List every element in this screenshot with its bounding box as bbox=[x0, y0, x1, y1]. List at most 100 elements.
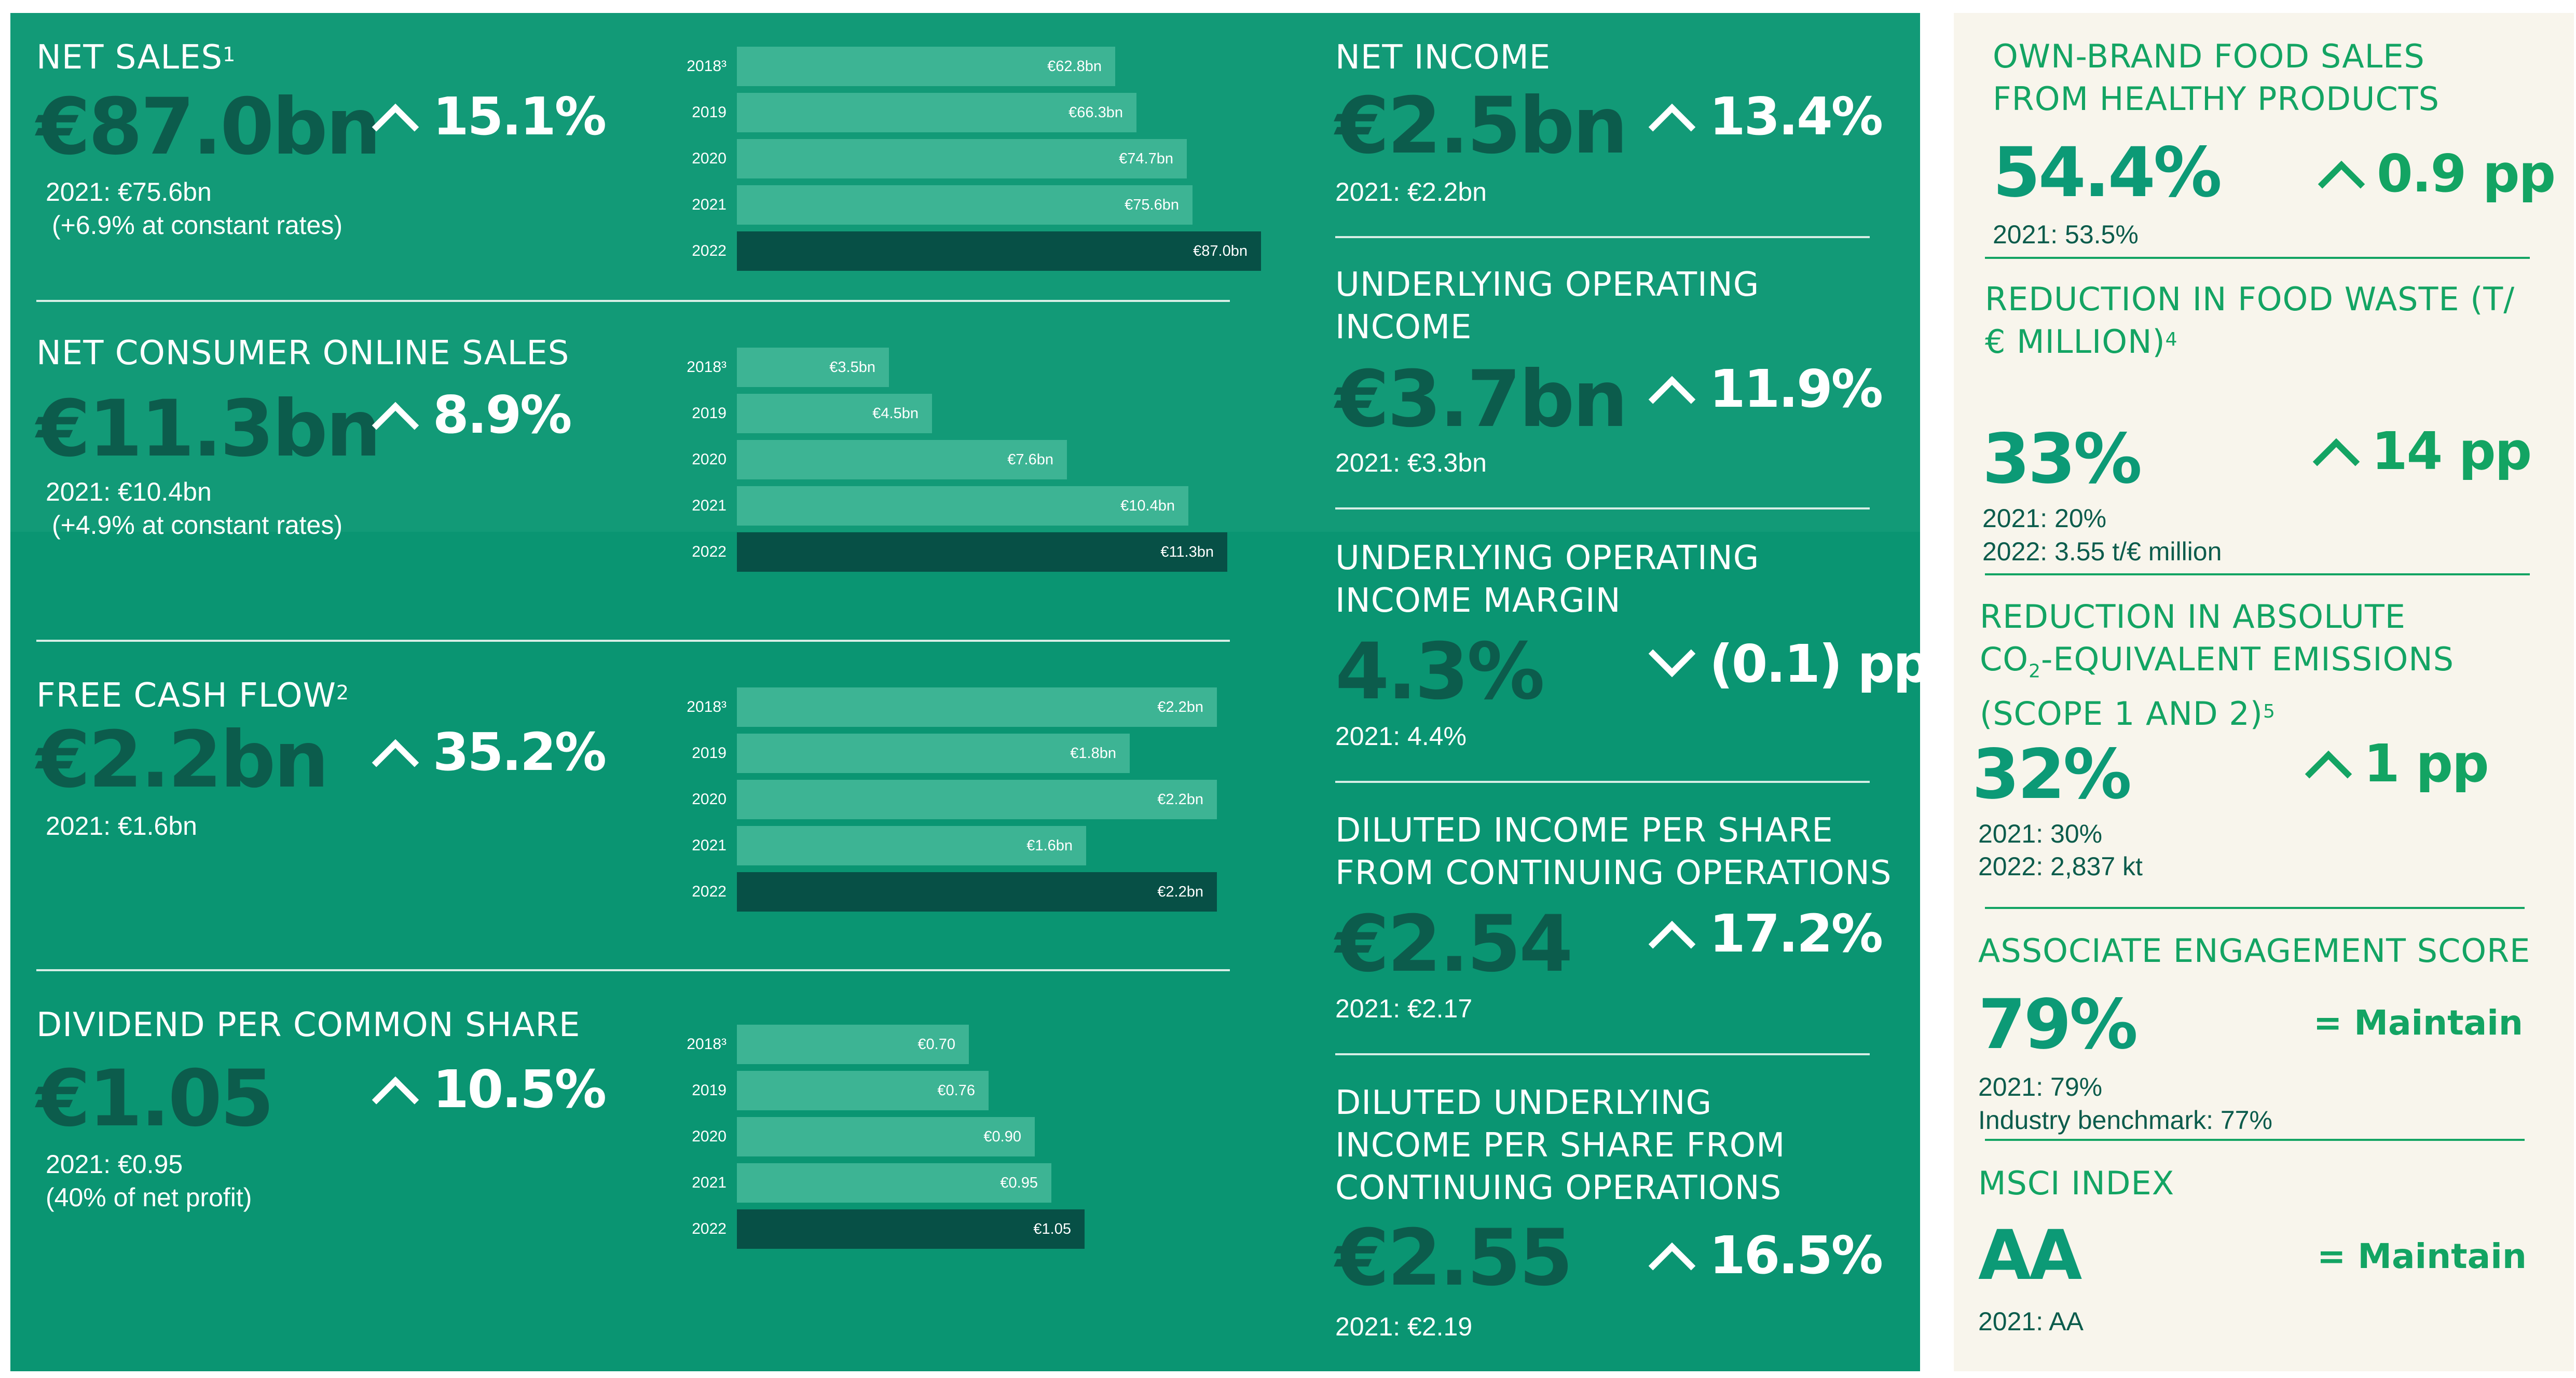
metric-label-free-cash-flow: FREE CASH FLOW2 bbox=[36, 677, 350, 715]
metric-change-diluted-underlying-eps: 16.5% bbox=[1648, 1224, 1883, 1290]
bar-year-label: 2021 bbox=[692, 1174, 727, 1191]
bar: €11.3bn bbox=[737, 532, 1227, 572]
bar: €74.7bn bbox=[737, 139, 1187, 178]
bar-year-label: 2021 bbox=[692, 497, 727, 514]
bar-year-label: 2022 bbox=[692, 1220, 727, 1237]
arrow-up-icon bbox=[372, 739, 419, 787]
metric-value-diluted-underlying-eps: €2.55 bbox=[1335, 1213, 1573, 1303]
bar-chart-dividend: 2018³ €0.70 2019 €0.76 2020 €0.90 2021 €0.95 202… bbox=[680, 1025, 1251, 1253]
arrow-up-icon bbox=[1648, 1242, 1696, 1290]
metric-change-diluted-eps: 17.2% bbox=[1648, 903, 1883, 968]
bar-year-label: 2018³ bbox=[687, 58, 727, 75]
bar: €4.5bn bbox=[737, 394, 932, 433]
metric-label-online-sales: NET CONSUMER ONLINE SALES bbox=[36, 334, 570, 373]
metric-note: 2021: €2.19 bbox=[1335, 1312, 1473, 1341]
metric-note: 2022: 2,837 kt bbox=[1978, 852, 2143, 881]
bar-value-label: €62.8bn bbox=[1047, 58, 1102, 75]
metric-note: 2021: 20% bbox=[1982, 504, 2107, 533]
bar-year-label: 2022 bbox=[692, 883, 727, 900]
metric-value-net-income: €2.5bn bbox=[1335, 81, 1628, 171]
bar-row: 2021 €10.4bn bbox=[680, 486, 1251, 526]
arrow-up-icon bbox=[1648, 920, 1696, 968]
sustainability-panel bbox=[1954, 13, 2574, 1371]
metric-label-engagement: ASSOCIATE ENGAGEMENT SCORE bbox=[1978, 932, 2531, 970]
metric-note: (40% of net profit) bbox=[46, 1183, 252, 1212]
metric-note: (+6.9% at constant rates) bbox=[52, 211, 343, 240]
bar-row: 2020 €74.7bn bbox=[680, 139, 1251, 178]
arrow-up-icon bbox=[372, 103, 419, 151]
bar-value-label: €1.05 bbox=[1033, 1221, 1071, 1237]
bar-row: 2018³ €62.8bn bbox=[680, 47, 1251, 86]
divider bbox=[1985, 1139, 2525, 1141]
metric-note: 2021: €10.4bn bbox=[46, 477, 212, 506]
bar-value-label: €0.90 bbox=[983, 1128, 1021, 1145]
bar: €66.3bn bbox=[737, 93, 1136, 132]
bar-year-label: 2020 bbox=[692, 1128, 727, 1145]
metric-note: 2021: €0.95 bbox=[46, 1150, 183, 1179]
bar-value-label: €0.70 bbox=[917, 1036, 955, 1053]
metric-value-msci: AA bbox=[1978, 1216, 2082, 1296]
divider bbox=[1335, 236, 1870, 238]
bar-chart-net-sales: 2018³ €62.8bn 2019 €66.3bn 2020 €74.7bn 2021 €7… bbox=[680, 47, 1261, 275]
bar-value-label: €0.76 bbox=[937, 1082, 975, 1099]
bar-value-label: €10.4bn bbox=[1120, 498, 1175, 514]
bar-year-label: 2022 bbox=[692, 543, 727, 560]
metric-change-food-waste: 14 pp bbox=[2312, 420, 2532, 486]
metric-label-co2-emissions: REDUCTION IN ABSOLUTE CO2-EQUIVALENT EMIS… bbox=[1980, 598, 2455, 733]
metric-note: 2022: 3.55 t/€ million bbox=[1982, 537, 2222, 566]
bar-year-label: 2018³ bbox=[687, 359, 727, 376]
bar-row: 2022 €2.2bn bbox=[680, 872, 1251, 912]
bar-value-label: €74.7bn bbox=[1119, 150, 1173, 167]
bar: €0.90 bbox=[737, 1117, 1035, 1156]
metric-value-net-sales: €87.0bn bbox=[36, 82, 381, 172]
metric-change-net-income: 13.4% bbox=[1648, 86, 1883, 151]
metric-value-underlying-operating-income: €3.7bn bbox=[1335, 354, 1628, 445]
metric-value-healthy-products: 54.4% bbox=[1993, 133, 2222, 213]
metric-change-free-cash-flow: 35.2% bbox=[372, 721, 607, 787]
metric-value-diluted-eps: €2.54 bbox=[1335, 899, 1573, 989]
metric-change-dividend: 10.5% bbox=[372, 1058, 607, 1124]
bar-row: 2018³ €0.70 bbox=[680, 1025, 1251, 1064]
bar-value-label: €0.95 bbox=[1000, 1175, 1038, 1191]
bar-row: 2020 €2.2bn bbox=[680, 780, 1251, 819]
metric-label-net-income: NET INCOME bbox=[1335, 38, 1551, 77]
bar-year-label: 2020 bbox=[692, 150, 727, 167]
metric-change-msci: = Maintain bbox=[2317, 1236, 2527, 1276]
metric-change-operating-margin: (0.1) pp bbox=[1648, 630, 1930, 695]
metric-note: 2021: 4.4% bbox=[1335, 722, 1467, 751]
divider bbox=[36, 969, 1230, 971]
divider bbox=[36, 300, 1230, 302]
metric-label-underlying-operating-income: UNDERLYING OPERATING INCOME bbox=[1335, 266, 1760, 347]
bar-year-label: 2019 bbox=[692, 104, 727, 121]
metric-note: (+4.9% at constant rates) bbox=[52, 511, 343, 540]
bar-value-label: €2.2bn bbox=[1157, 884, 1203, 900]
bar-row: 2020 €0.90 bbox=[680, 1117, 1251, 1156]
bar-chart-free-cash-flow: 2018³ €2.2bn 2019 €1.8bn 2020 €2.2bn 2021 €1.6b… bbox=[680, 687, 1251, 916]
divider bbox=[36, 640, 1230, 642]
bar-row: 2018³ €3.5bn bbox=[680, 348, 1251, 387]
bar-row: 2018³ €2.2bn bbox=[680, 687, 1251, 727]
bar-chart-online-sales: 2018³ €3.5bn 2019 €4.5bn 2020 €7.6bn 2021 €10.4… bbox=[680, 348, 1251, 576]
metric-label-diluted-underlying-eps: DILUTED UNDERLYING INCOME PER SHARE FROM C… bbox=[1335, 1084, 1786, 1207]
metric-label-msci: MSCI INDEX bbox=[1978, 1164, 2175, 1202]
bar-year-label: 2020 bbox=[692, 791, 727, 808]
bar-row: 2019 €4.5bn bbox=[680, 394, 1251, 433]
metric-value-engagement: 79% bbox=[1978, 985, 2138, 1065]
bar-value-label: €87.0bn bbox=[1193, 243, 1248, 259]
metric-label-operating-margin: UNDERLYING OPERATING INCOME MARGIN bbox=[1335, 539, 1760, 620]
divider bbox=[1335, 781, 1870, 783]
metric-value-dividend: €1.05 bbox=[36, 1054, 274, 1144]
metric-change-co2-emissions: 1 pp bbox=[2305, 733, 2489, 798]
bar-row: 2019 €1.8bn bbox=[680, 734, 1251, 773]
arrow-up-icon bbox=[2305, 750, 2352, 798]
metric-label-diluted-eps: DILUTED INCOME PER SHARE FROM CONTINUING … bbox=[1335, 811, 1892, 892]
bar-year-label: 2020 bbox=[692, 451, 727, 468]
bar-row: 2022 €87.0bn bbox=[680, 231, 1261, 271]
metric-note: 2021: 79% bbox=[1978, 1072, 2103, 1101]
arrow-up-icon bbox=[2318, 160, 2365, 208]
metric-label-food-waste: REDUCTION IN FOOD WASTE (T/€ MILLION)4 bbox=[1985, 280, 2515, 361]
metric-note: 2021: €75.6bn bbox=[46, 177, 212, 206]
bar-year-label: 2021 bbox=[692, 837, 727, 854]
metric-note: 2021: AA bbox=[1978, 1307, 2084, 1336]
metric-change-engagement: = Maintain bbox=[2313, 1003, 2523, 1043]
